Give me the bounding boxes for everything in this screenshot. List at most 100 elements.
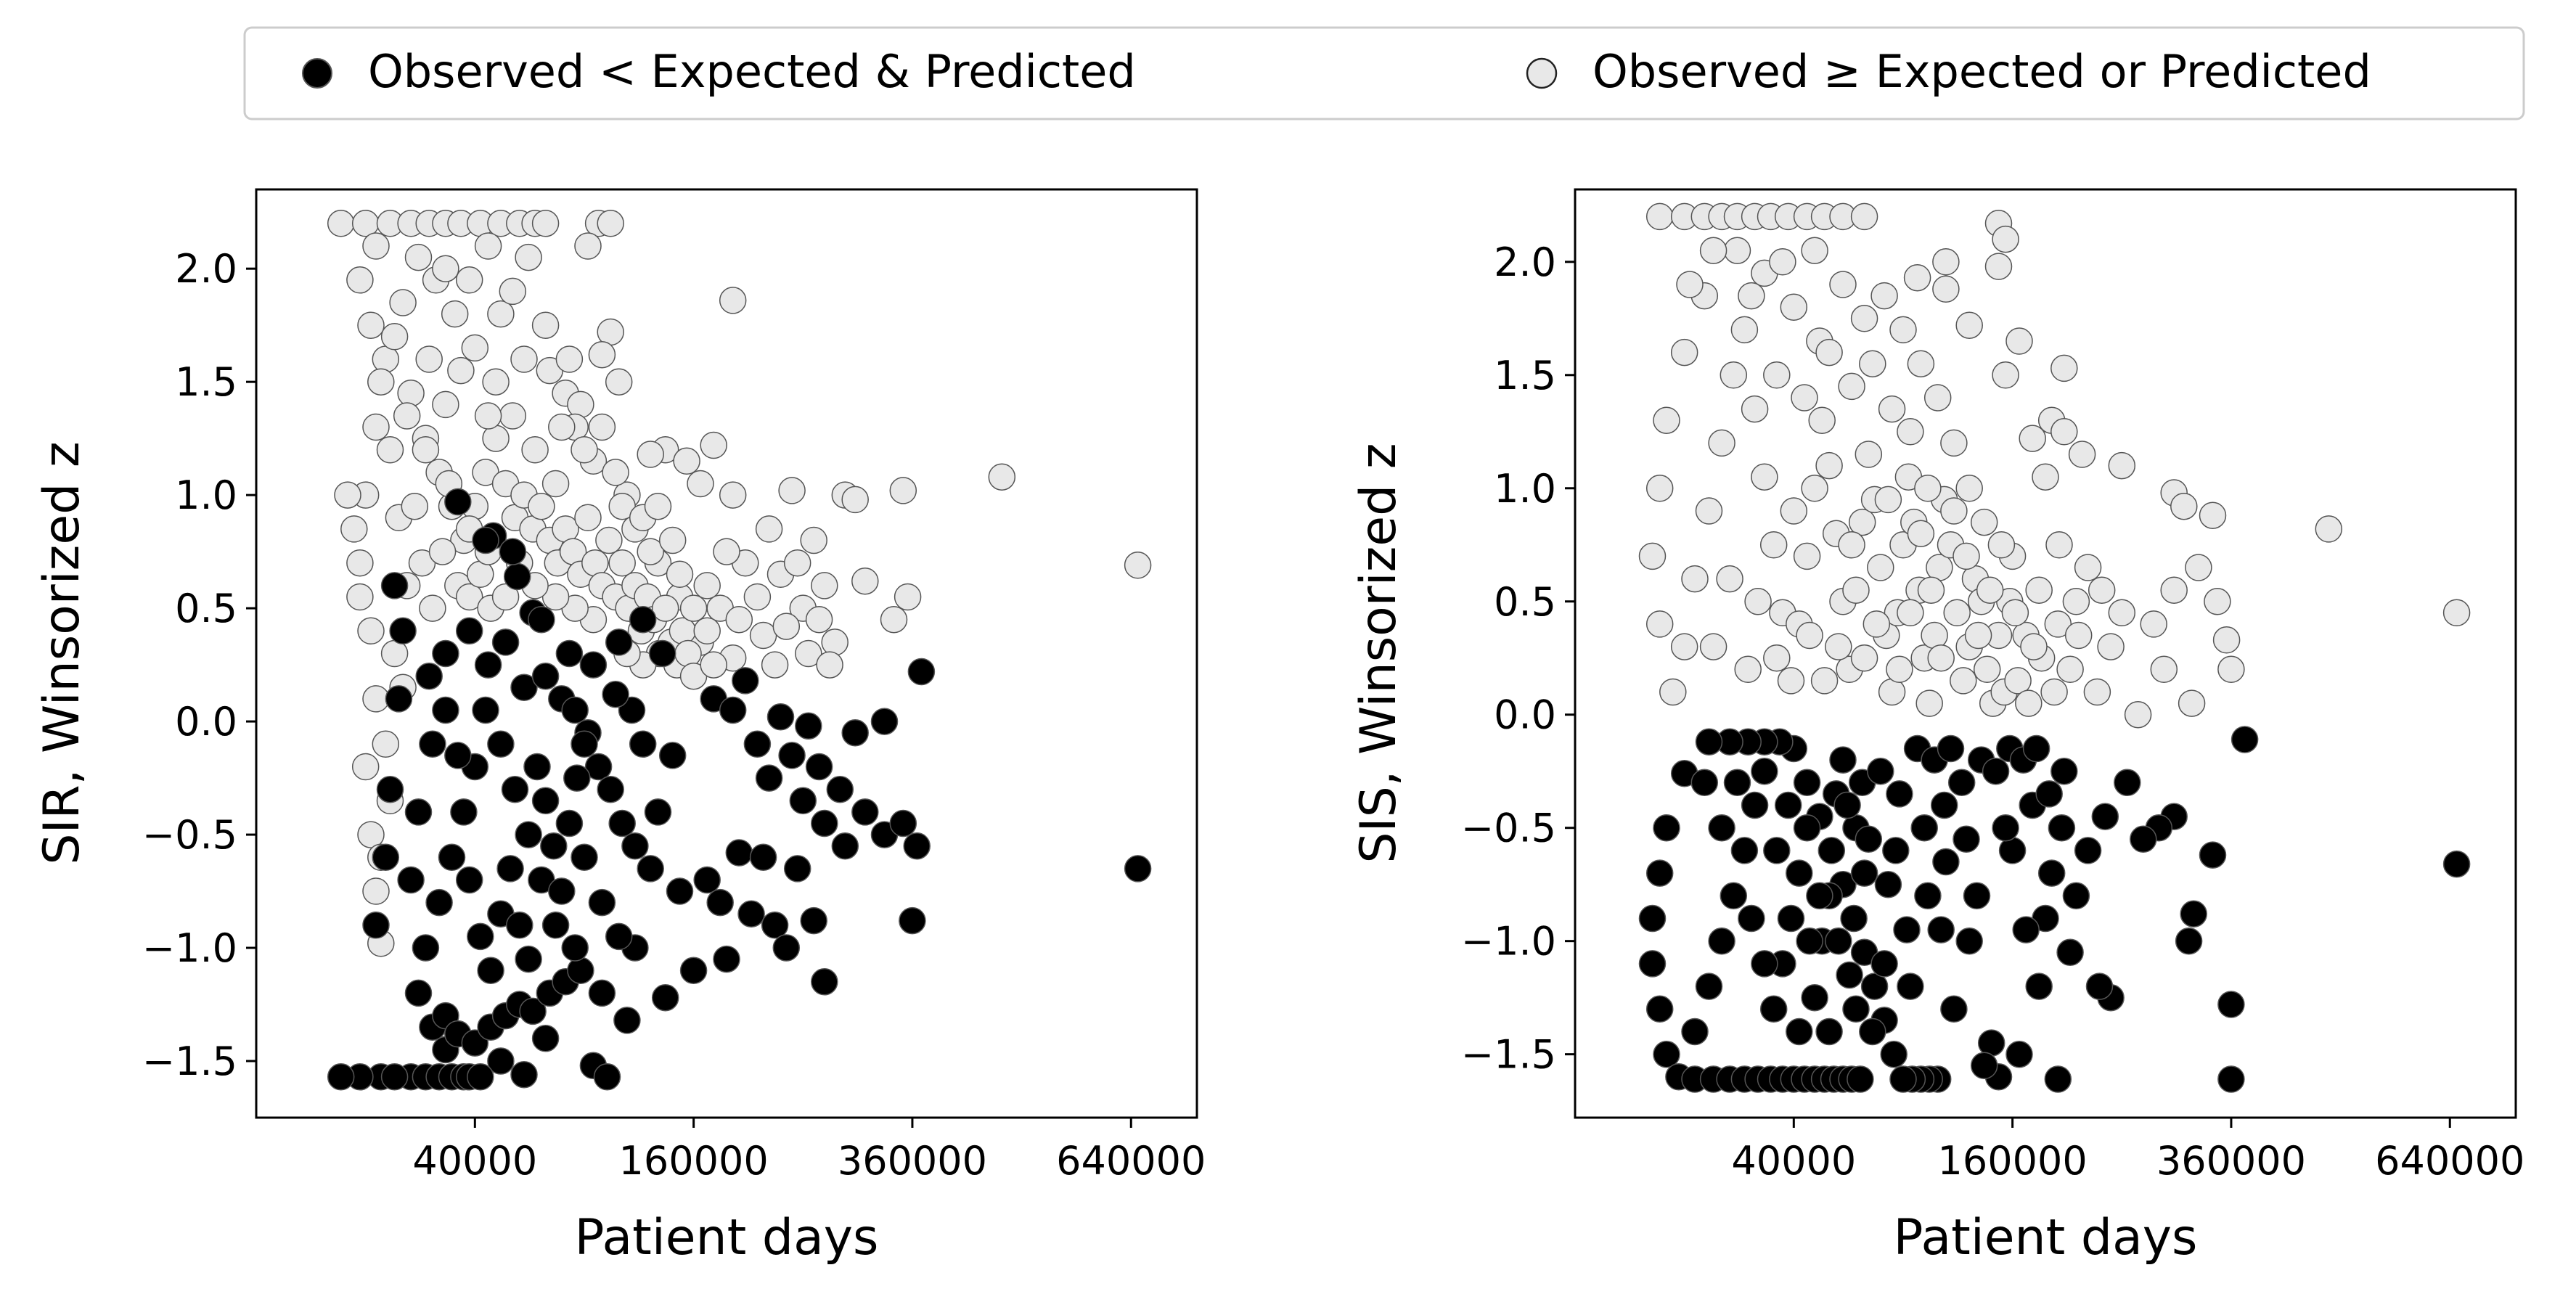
y-tick-label: 0.5	[1494, 579, 1556, 625]
point-below	[472, 526, 499, 554]
point-below	[1708, 814, 1735, 842]
point-above	[1850, 202, 1878, 231]
point-above	[1777, 667, 1805, 695]
point-below	[1751, 950, 1778, 978]
point-below	[602, 680, 629, 708]
point-above	[1874, 486, 1902, 514]
point-above	[499, 277, 527, 306]
point-above	[2124, 700, 2152, 729]
point-below	[425, 888, 453, 917]
point-below	[1690, 769, 1719, 797]
point-below	[1793, 769, 1821, 797]
point-above	[1741, 395, 1769, 423]
point-below	[432, 639, 459, 668]
point-above	[608, 549, 636, 577]
point-above	[1810, 667, 1839, 695]
point-below	[487, 1047, 515, 1075]
y-tick-label: 0.0	[1494, 692, 1556, 738]
point-above	[1943, 599, 1971, 627]
point-above	[1751, 463, 1778, 491]
point-below	[540, 832, 568, 860]
point-above	[574, 232, 602, 260]
point-below	[2231, 726, 2259, 753]
point-above	[1848, 508, 1876, 536]
point-above	[749, 621, 777, 650]
point-above	[2032, 463, 2059, 491]
point-below	[1124, 855, 1152, 883]
point-below	[432, 696, 459, 724]
point-above	[528, 492, 555, 520]
point-above	[441, 300, 469, 328]
point-below	[515, 821, 542, 848]
point-above	[772, 613, 801, 640]
point-above	[674, 639, 702, 668]
point-above	[357, 617, 385, 645]
point-below	[380, 572, 409, 599]
point-above	[2108, 451, 2136, 480]
point-below	[555, 809, 584, 838]
point-below	[795, 712, 822, 740]
y-tick-label: −1.0	[142, 925, 237, 971]
point-below	[1638, 904, 1667, 933]
point-below	[2217, 1065, 2245, 1093]
point-below	[605, 628, 633, 656]
point-above	[880, 605, 908, 634]
point-below	[1998, 837, 2027, 864]
point-above	[521, 435, 549, 464]
y-tick-label: 2.0	[175, 246, 237, 292]
point-above	[2015, 689, 2043, 717]
x-tick-label: 360000	[2156, 1138, 2306, 1184]
point-below	[737, 900, 765, 927]
point-above	[340, 515, 368, 543]
point-above	[571, 435, 598, 464]
point-above	[346, 266, 374, 294]
point-above	[1670, 338, 1698, 367]
point-above	[637, 441, 664, 468]
point-above	[376, 435, 404, 464]
point-above	[428, 538, 457, 565]
point-below	[1695, 972, 1723, 1000]
point-above	[515, 243, 542, 271]
point-above	[447, 356, 475, 385]
legend-label-above: Observed ≥ Expected or Predicted	[1592, 45, 2371, 98]
y-tick-label: −1.5	[142, 1039, 237, 1084]
point-below	[588, 979, 616, 1007]
point-above	[666, 560, 694, 589]
point-above	[574, 504, 602, 532]
point-below	[666, 877, 694, 905]
point-below	[528, 605, 555, 634]
point-below	[593, 1063, 621, 1091]
point-above	[2212, 626, 2241, 654]
point-below	[1645, 995, 1674, 1023]
plot-right-x-ticks: 40000 160000 360000 640000	[1731, 1118, 2524, 1184]
point-above	[362, 232, 390, 260]
point-above	[1973, 655, 2001, 684]
point-above	[2088, 576, 2116, 604]
point-above	[499, 402, 527, 430]
point-below	[1833, 791, 1861, 819]
point-below	[467, 1063, 494, 1091]
point-below	[889, 809, 917, 838]
point-below	[1992, 814, 2019, 842]
point-above	[1955, 311, 1983, 339]
point-below	[567, 957, 594, 984]
point-above	[2204, 588, 2231, 615]
x-tick-label: 160000	[1938, 1138, 2088, 1184]
point-above	[1863, 610, 1891, 638]
point-above	[362, 413, 390, 441]
point-above	[1940, 497, 1968, 525]
point-below	[831, 832, 859, 860]
point-above	[2178, 689, 2206, 717]
point-below	[1970, 1052, 1998, 1080]
point-below	[648, 639, 676, 668]
y-tick-label: 0.0	[175, 699, 237, 745]
point-below	[608, 809, 636, 838]
point-above	[1976, 576, 2004, 604]
point-below	[1874, 870, 1902, 898]
point-below	[1723, 769, 1751, 797]
point-above	[548, 413, 576, 441]
point-above	[1825, 633, 1852, 660]
point-above	[2001, 599, 2029, 627]
point-above	[1791, 384, 1818, 411]
